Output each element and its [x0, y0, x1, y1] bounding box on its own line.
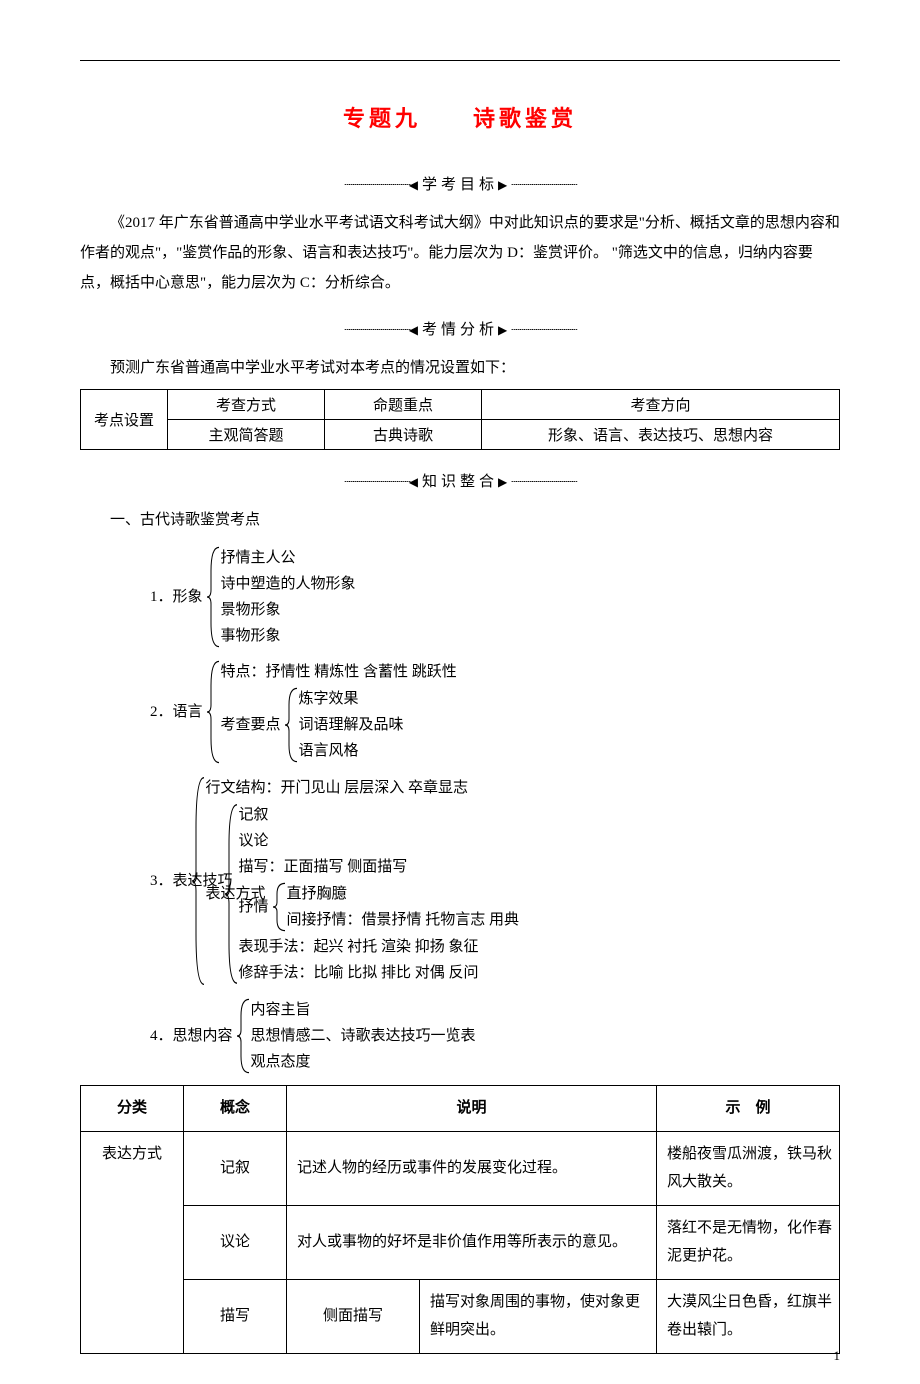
outline-sub: 语言风格 — [299, 738, 404, 764]
outline-num: 3． — [150, 869, 173, 893]
top-rule — [80, 60, 840, 61]
outline-suffix: 二、诗歌表达技巧一览表 — [311, 1028, 476, 1044]
outline-sublabel: 考查要点 — [221, 713, 285, 737]
cell-example: 大漠风尘日色昏，红旗半卷出辕门。 — [657, 1279, 840, 1353]
outline-label: 4．思想内容 — [150, 1024, 237, 1048]
dots-left: ┄┄┄┄┄┄┄┄┄┄┄┄┄┄┄┄ — [344, 325, 408, 336]
outline-line: 行文结构：开门见山 层层深入 卒章显志 — [206, 775, 520, 801]
section-label: 考情分析 — [422, 322, 498, 338]
page-number: 1 — [834, 1348, 841, 1364]
dots-right: ┄┄┄┄┄┄┄┄┄┄┄┄┄┄┄┄ — [511, 180, 575, 191]
outline-sub: 诗中塑造的人物形象 — [221, 571, 356, 597]
outline-text: 思想情感 — [251, 1028, 311, 1044]
cell-focus-h: 命题重点 — [325, 390, 482, 420]
outline-heading: 一、古代诗歌鉴赏考点 — [80, 505, 840, 535]
cell-concept: 议论 — [184, 1205, 287, 1279]
outline-line: 修辞手法：比喻 比拟 排比 对偶 反问 — [239, 960, 520, 986]
outline-item-2: 2．语言 特点：抒情性 精炼性 含蓄性 跳跃性 考查要点 — [150, 659, 840, 765]
table-row: 描写 侧面描写 描写对象周围的事物，使对象更鲜明突出。 大漠风尘日色昏，红旗半卷… — [81, 1279, 840, 1353]
page: 专题九 诗歌鉴赏 ┄┄┄┄┄┄┄┄┄┄┄┄┄┄┄┄◀学考目标▶┄┄┄┄┄┄┄┄┄… — [0, 0, 920, 1384]
table-row: 议论 对人或事物的好坏是非价值作用等所表示的意见。 落红不是无情物，化作春泥更护… — [81, 1205, 840, 1279]
th-category: 分类 — [81, 1086, 184, 1132]
cell-focus: 古典诗歌 — [325, 420, 482, 450]
marker-right: ▶ — [498, 323, 511, 337]
outline-item-4: 4．思想内容 内容主旨 思想情感二、诗歌表达技巧一览表 观点态度 — [150, 997, 840, 1075]
cell-category: 表达方式 — [81, 1131, 184, 1353]
marker-left: ◀ — [409, 178, 422, 192]
outline-sub: 词语理解及品味 — [299, 712, 404, 738]
marker-right: ▶ — [498, 475, 511, 489]
dots-right: ┄┄┄┄┄┄┄┄┄┄┄┄┄┄┄┄ — [511, 477, 575, 488]
outline-label: 2．语言 — [150, 700, 207, 724]
outline-label: 3． 表达技巧 — [150, 869, 192, 893]
outline-item-1: 1．形象 抒情主人公 诗中塑造的人物形象 景物形象 事物形象 — [150, 545, 840, 649]
outline-sub: 间接抒情：借景抒情 托物言志 用典 — [287, 907, 520, 933]
th-example: 示 例 — [657, 1086, 840, 1132]
outline-sub: 描写：正面描写 侧面描写 — [239, 854, 520, 880]
technique-table: 分类 概念 说明 示 例 表达方式 记叙 记述人物的经历或事件的发展变化过程。 … — [80, 1085, 840, 1354]
table-row: 分类 概念 说明 示 例 — [81, 1086, 840, 1132]
outline-sub: 观点态度 — [251, 1049, 476, 1075]
cell-desc2: 描写对象周围的事物，使对象更鲜明突出。 — [420, 1279, 657, 1353]
cell-desc: 记述人物的经历或事件的发展变化过程。 — [287, 1131, 657, 1205]
outline-sublabel: 表达方式 — [206, 886, 225, 903]
dots-right: ┄┄┄┄┄┄┄┄┄┄┄┄┄┄┄┄ — [511, 325, 575, 336]
outline-sub: 抒情主人公 — [221, 545, 356, 571]
brace-icon — [225, 802, 239, 986]
outline-line: 特点：抒情性 精炼性 含蓄性 跳跃性 — [221, 659, 457, 685]
outline-sub: 事物形象 — [221, 623, 356, 649]
brace-icon — [273, 881, 287, 933]
th-desc: 说明 — [287, 1086, 657, 1132]
section-header-analysis: ┄┄┄┄┄┄┄┄┄┄┄┄┄┄┄┄◀考情分析▶┄┄┄┄┄┄┄┄┄┄┄┄┄┄┄┄ — [80, 318, 840, 339]
outline-item-3: 3． 表达技巧 行文结构：开门见山 层层深入 卒章显志 表达方式 — [150, 775, 840, 987]
cell-direction: 形象、语言、表达技巧、思想内容 — [482, 420, 840, 450]
marker-left: ◀ — [409, 475, 422, 489]
outline-line: 表现手法：起兴 衬托 渲染 抑扬 象征 — [239, 934, 520, 960]
section-header-goals: ┄┄┄┄┄┄┄┄┄┄┄┄┄┄┄┄◀学考目标▶┄┄┄┄┄┄┄┄┄┄┄┄┄┄┄┄ — [80, 173, 840, 194]
outline-sub: 议论 — [239, 828, 520, 854]
outline-sub: 记叙 — [239, 802, 520, 828]
goals-paragraph: 《2017 年广东省普通高中学业水平考试语文科考试大纲》中对此知识点的要求是"分… — [80, 208, 840, 298]
cell-method: 主观简答题 — [168, 420, 325, 450]
outline-sub: 炼字效果 — [299, 686, 404, 712]
dots-left: ┄┄┄┄┄┄┄┄┄┄┄┄┄┄┄┄ — [344, 477, 408, 488]
brace-icon — [192, 775, 206, 987]
cell-concept: 描写 — [184, 1279, 287, 1353]
outline-label: 1．形象 — [150, 585, 207, 609]
table-row: 考点设置 考查方式 命题重点 考查方向 — [81, 390, 840, 420]
outline-sub: 内容主旨 — [251, 997, 476, 1023]
section-label: 学考目标 — [422, 177, 498, 193]
exam-table: 考点设置 考查方式 命题重点 考查方向 主观简答题 古典诗歌 形象、语言、表达技… — [80, 389, 840, 450]
cell-desc1: 侧面描写 — [287, 1279, 420, 1353]
dots-left: ┄┄┄┄┄┄┄┄┄┄┄┄┄┄┄┄ — [344, 180, 408, 191]
section-label: 知识整合 — [422, 474, 498, 490]
brace-icon — [207, 545, 221, 649]
th-concept: 概念 — [184, 1086, 287, 1132]
vertical-label: 表达技巧 — [173, 873, 188, 890]
marker-right: ▶ — [498, 178, 511, 192]
cell-topic: 考点设置 — [81, 390, 168, 450]
cell-method-h: 考查方式 — [168, 390, 325, 420]
cell-concept: 记叙 — [184, 1131, 287, 1205]
cell-desc: 对人或事物的好坏是非价值作用等所表示的意见。 — [287, 1205, 657, 1279]
cell-direction-h: 考查方向 — [482, 390, 840, 420]
brace-icon — [207, 659, 221, 765]
brace-icon — [285, 686, 299, 764]
outline-sub: 思想情感二、诗歌表达技巧一览表 — [251, 1023, 476, 1049]
table-row: 表达方式 记叙 记述人物的经历或事件的发展变化过程。 楼船夜雪瓜洲渡，铁马秋风大… — [81, 1131, 840, 1205]
outline-sub: 景物形象 — [221, 597, 356, 623]
outline-subsublabel: 抒情 — [239, 895, 273, 919]
vertical-label: 表达方式 — [206, 886, 221, 903]
cell-example: 落红不是无情物，化作春泥更护花。 — [657, 1205, 840, 1279]
main-title: 专题九 诗歌鉴赏 — [80, 101, 840, 133]
table-row: 主观简答题 古典诗歌 形象、语言、表达技巧、思想内容 — [81, 420, 840, 450]
outline-sub: 直抒胸臆 — [287, 881, 520, 907]
section-header-integration: ┄┄┄┄┄┄┄┄┄┄┄┄┄┄┄┄◀知识整合▶┄┄┄┄┄┄┄┄┄┄┄┄┄┄┄┄ — [80, 470, 840, 491]
brace-icon — [237, 997, 251, 1075]
cell-example: 楼船夜雪瓜洲渡，铁马秋风大散关。 — [657, 1131, 840, 1205]
analysis-intro: 预测广东省普通高中学业水平考试对本考点的情况设置如下： — [80, 353, 840, 383]
marker-left: ◀ — [409, 323, 422, 337]
